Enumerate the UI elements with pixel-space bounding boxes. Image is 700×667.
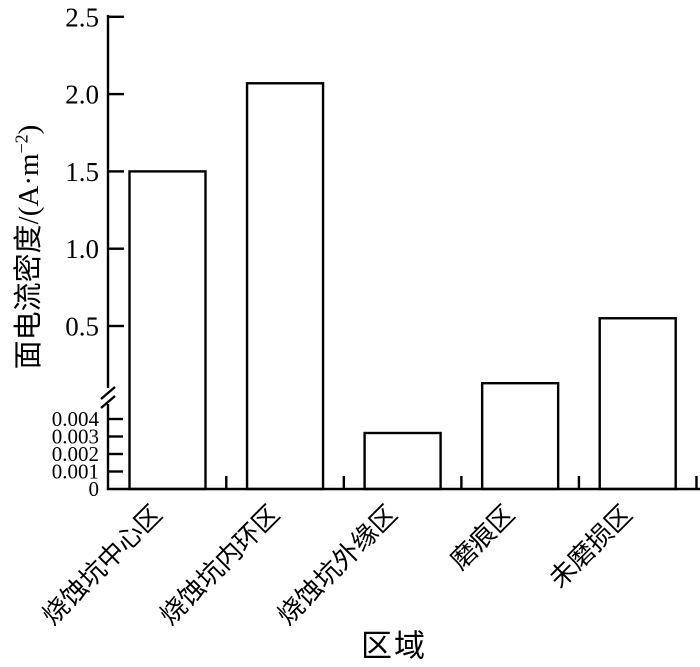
bar-4 (598, 317, 677, 491)
y-tick-label-0.002: 0.002 (52, 442, 99, 466)
axis-break-icon (100, 386, 116, 400)
y-tick-label-0: 0 (89, 477, 100, 501)
y-tick-label-2.0: 2.0 (65, 80, 99, 110)
y-axis-title-close: ) (13, 124, 45, 135)
x-category-label-4: 未磨损区 (544, 500, 638, 594)
x-category-label-2: 烧蚀坑外缘区 (272, 500, 403, 631)
bar-1 (245, 82, 325, 491)
y-tick-label-1.0: 1.0 (65, 234, 99, 264)
y-tick-label-2.5: 2.5 (65, 2, 99, 32)
y-tick-label-1.5: 1.5 (65, 157, 99, 187)
x-category-label-3: 磨痕区 (445, 500, 521, 576)
y-tick-label-0.003: 0.003 (52, 425, 99, 449)
axis-break-icon (100, 395, 116, 409)
y-axis-title: 面电流密度/(A·m−2) (5, 125, 47, 370)
y-tick-label-0.001: 0.001 (52, 460, 99, 484)
bar-2 (363, 431, 442, 491)
y-tick-label-0.5: 0.5 (65, 312, 99, 342)
bar-0 (128, 170, 207, 491)
y-axis-title-text: 面电流密度/(A·m (13, 153, 45, 370)
x-category-label-0: 烧蚀坑中心区 (37, 500, 168, 631)
y-axis-title-superscript: −2 (11, 134, 32, 154)
x-category-label-1: 烧蚀坑内环区 (154, 500, 285, 631)
y-tick-label-0.004: 0.004 (52, 407, 100, 431)
bar-3 (480, 382, 560, 491)
x-axis-title: 区域 (361, 628, 427, 664)
